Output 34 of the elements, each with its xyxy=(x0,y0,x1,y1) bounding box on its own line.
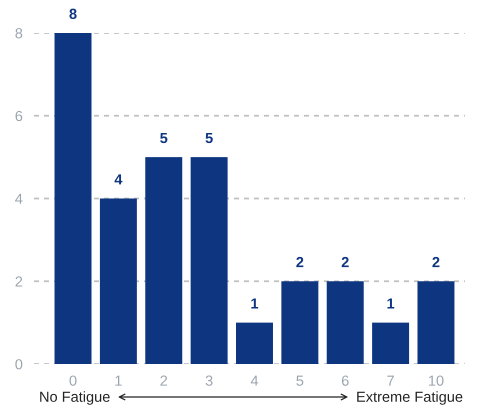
data-label: 2 xyxy=(342,256,349,268)
y-tick-label: 8 xyxy=(15,28,22,38)
bar xyxy=(281,281,318,364)
bar xyxy=(417,281,454,364)
y-tick-label: 6 xyxy=(16,110,22,122)
x-tick-label: 10 xyxy=(428,375,444,386)
bar xyxy=(190,157,228,364)
bar xyxy=(372,322,410,364)
y-tick-label: 0 xyxy=(15,359,22,370)
text: No Fatigue xyxy=(40,391,110,405)
data-label: 1 xyxy=(251,298,258,308)
text: Extreme Fatigue xyxy=(357,391,462,405)
data-label: 1 xyxy=(387,298,394,308)
x-tick-label: 1 xyxy=(115,376,122,386)
data-label: 5 xyxy=(160,132,168,144)
bar xyxy=(100,198,137,364)
x-tick-label: 0 xyxy=(70,375,76,386)
bar xyxy=(54,33,92,364)
bar xyxy=(236,322,273,364)
data-label: 2 xyxy=(432,256,440,268)
x-tick-label: 4 xyxy=(250,376,258,386)
data-label: 2 xyxy=(296,256,304,268)
y-tick-label: 2 xyxy=(16,276,22,287)
x-tick-label: 7 xyxy=(387,376,394,386)
x-tick-label: 2 xyxy=(160,375,168,386)
data-label: 5 xyxy=(206,132,213,144)
x-tick-label: 6 xyxy=(342,375,349,386)
data-label: 4 xyxy=(114,174,122,184)
bar xyxy=(326,281,364,364)
y-tick-label: 4 xyxy=(15,194,22,204)
data-label: 8 xyxy=(69,8,77,20)
x-tick-label: 3 xyxy=(206,375,213,386)
bar xyxy=(145,157,182,364)
x-tick-label: 5 xyxy=(296,376,304,386)
